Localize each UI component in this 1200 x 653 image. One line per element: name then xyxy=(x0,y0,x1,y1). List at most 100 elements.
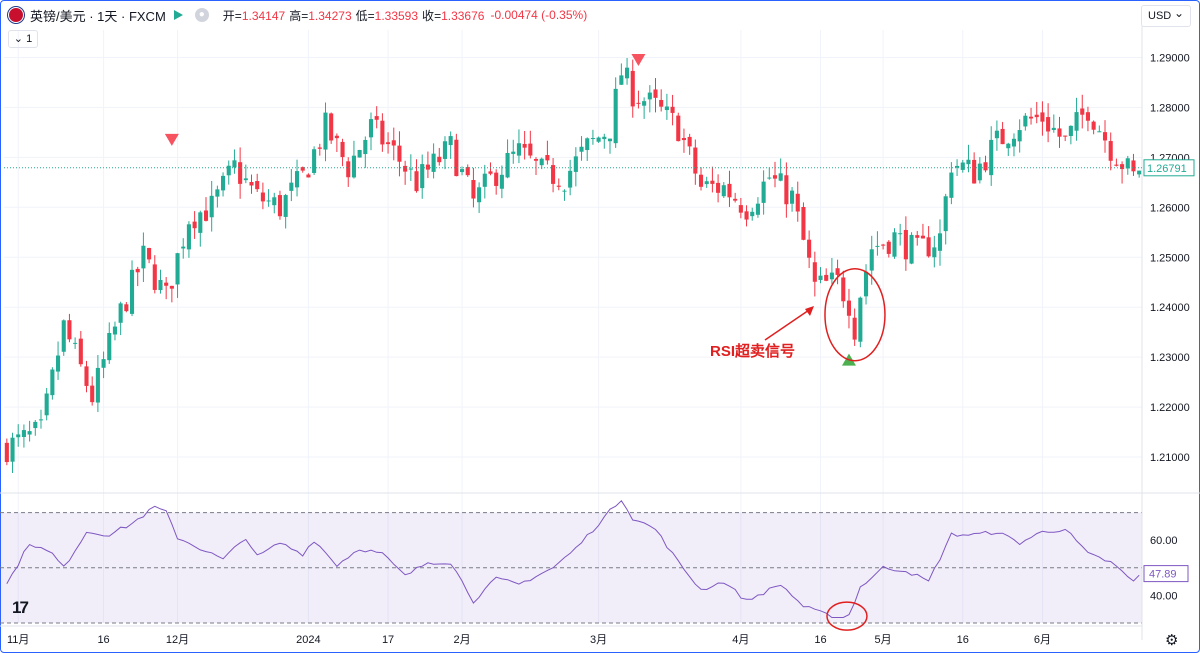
candle-body[interactable] xyxy=(90,385,95,403)
candle-body[interactable] xyxy=(710,180,715,184)
candle-body[interactable] xyxy=(391,140,396,146)
candle-body[interactable] xyxy=(38,419,44,421)
candle-body[interactable] xyxy=(169,285,174,289)
interval-toggle-button[interactable]: ⌄ 1 xyxy=(8,30,38,48)
candle-body[interactable] xyxy=(585,138,590,151)
candle-body[interactable] xyxy=(1063,135,1068,137)
candle-body[interactable] xyxy=(568,170,573,188)
candle-body[interactable] xyxy=(750,211,755,217)
candle-body[interactable] xyxy=(272,197,277,206)
candle-body[interactable] xyxy=(420,164,425,189)
candle-body[interactable] xyxy=(755,203,760,215)
candle-body[interactable] xyxy=(129,269,135,314)
candle-body[interactable] xyxy=(915,235,920,238)
candle-body[interactable] xyxy=(232,160,237,168)
candle-body[interactable] xyxy=(613,88,618,144)
candle-body[interactable] xyxy=(602,136,607,140)
candle-body[interactable] xyxy=(1017,130,1022,142)
candle-body[interactable] xyxy=(346,161,351,178)
candle-body[interactable] xyxy=(727,183,732,198)
candle-body[interactable] xyxy=(528,143,533,156)
candle-body[interactable] xyxy=(1131,160,1136,172)
candle-body[interactable] xyxy=(95,367,100,403)
candle-body[interactable] xyxy=(670,106,675,113)
candle-body[interactable] xyxy=(107,332,112,361)
candle-body[interactable] xyxy=(522,143,527,148)
candle-body[interactable] xyxy=(112,326,118,335)
candle-body[interactable] xyxy=(1097,131,1102,133)
candle-body[interactable] xyxy=(664,106,669,111)
candle-body[interactable] xyxy=(795,193,800,212)
candle-body[interactable] xyxy=(966,159,971,165)
candle-body[interactable] xyxy=(78,338,83,365)
candle-body[interactable] xyxy=(738,205,743,213)
candle-body[interactable] xyxy=(767,177,772,179)
candle-body[interactable] xyxy=(625,67,630,79)
candle-body[interactable] xyxy=(801,207,806,240)
candle-body[interactable] xyxy=(44,393,49,416)
candle-body[interactable] xyxy=(1046,117,1051,132)
candle-body[interactable] xyxy=(1028,116,1034,119)
candle-body[interactable] xyxy=(994,130,999,139)
candle-body[interactable] xyxy=(243,178,248,181)
candle-body[interactable] xyxy=(818,275,823,280)
candle-body[interactable] xyxy=(960,162,965,170)
candle-body[interactable] xyxy=(21,430,26,437)
candle-body[interactable] xyxy=(573,156,578,172)
candle-body[interactable] xyxy=(329,113,334,141)
tradingview-logo-icon[interactable]: 17 xyxy=(12,598,29,617)
candle-body[interactable] xyxy=(27,431,32,435)
candle-body[interactable] xyxy=(414,171,419,192)
candle-body[interactable] xyxy=(630,70,635,107)
candle-body[interactable] xyxy=(1102,132,1108,141)
candle-body[interactable] xyxy=(949,172,954,198)
candle-body[interactable] xyxy=(704,181,709,185)
candle-body[interactable] xyxy=(596,137,601,142)
candle-body[interactable] xyxy=(932,247,937,258)
candle-body[interactable] xyxy=(16,434,21,438)
candle-body[interactable] xyxy=(1006,143,1011,149)
candle-body[interactable] xyxy=(1085,112,1090,121)
candle-body[interactable] xyxy=(511,151,516,154)
candle-body[interactable] xyxy=(459,169,465,173)
candle-body[interactable] xyxy=(824,274,829,281)
candle-body[interactable] xyxy=(687,136,692,147)
candle-body[interactable] xyxy=(1011,138,1017,147)
candle-body[interactable] xyxy=(972,159,977,184)
symbol-title[interactable]: 英镑/美元 · 1天 · FXCM xyxy=(30,8,166,24)
candle-body[interactable] xyxy=(431,153,436,172)
candle-body[interactable] xyxy=(716,182,721,193)
candle-body[interactable] xyxy=(175,253,180,285)
candle-body[interactable] xyxy=(721,185,726,197)
candle-body[interactable] xyxy=(56,355,61,372)
candle-body[interactable] xyxy=(340,141,345,158)
candle-body[interactable] xyxy=(482,173,487,187)
candle-body[interactable] xyxy=(892,232,897,257)
candle-body[interactable] xyxy=(1074,112,1079,131)
candle-body[interactable] xyxy=(590,137,595,139)
candle-body[interactable] xyxy=(363,139,368,155)
candle-body[interactable] xyxy=(33,421,38,429)
candle-body[interactable] xyxy=(380,120,385,145)
candle-body[interactable] xyxy=(772,175,778,179)
candle-body[interactable] xyxy=(386,142,391,145)
eye-icon[interactable]: ● xyxy=(194,8,209,22)
candle-body[interactable] xyxy=(1120,164,1125,170)
candle-body[interactable] xyxy=(869,249,874,271)
candle-body[interactable] xyxy=(312,149,317,173)
candle-body[interactable] xyxy=(357,149,362,158)
candle-body[interactable] xyxy=(693,147,698,174)
candle-body[interactable] xyxy=(101,359,106,368)
candle-body[interactable] xyxy=(226,165,231,176)
candle-body[interactable] xyxy=(465,167,470,176)
candle-body[interactable] xyxy=(619,75,624,85)
candle-body[interactable] xyxy=(784,175,789,205)
candle-body[interactable] xyxy=(1051,127,1056,131)
candle-body[interactable] xyxy=(920,235,925,239)
candle-body[interactable] xyxy=(636,102,641,104)
candle-body[interactable] xyxy=(812,262,817,282)
candle-body[interactable] xyxy=(852,317,857,340)
candle-body[interactable] xyxy=(1068,125,1073,137)
candle-body[interactable] xyxy=(943,196,948,232)
